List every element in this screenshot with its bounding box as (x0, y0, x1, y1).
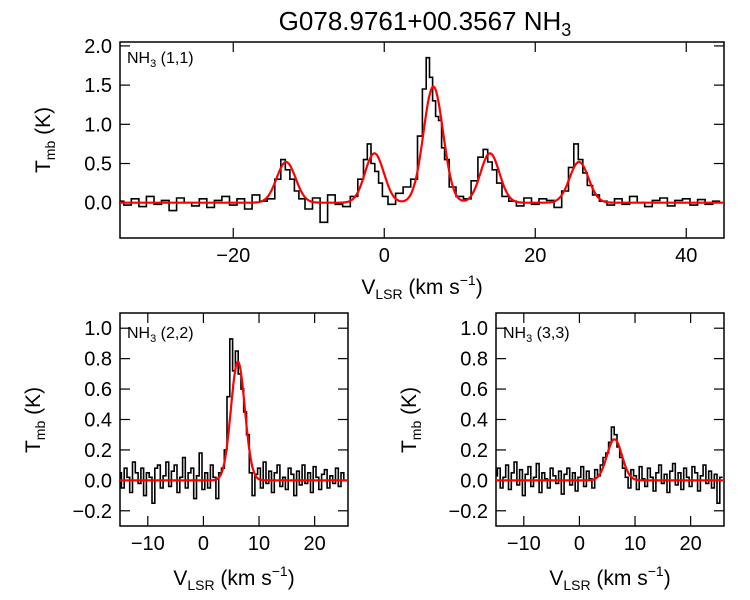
y-tick-label: 0.8 (84, 349, 112, 371)
x-tick-label: 10 (248, 533, 270, 555)
x-axis-title: VLSR (km s−1) (361, 272, 482, 302)
y-tick-label: −0.2 (73, 501, 112, 523)
x-tick-label: −10 (131, 533, 165, 555)
x-axis-title: VLSR (km s−1) (173, 563, 294, 593)
y-tick-label: 0.2 (84, 440, 112, 462)
y-tick-label: 0.4 (84, 410, 112, 432)
data-layer (120, 56, 724, 224)
gaussian-fit-line (120, 85, 724, 204)
tick-layer: −10 0 10 20 −0.2 0.0 0.2 0.4 0.6 0.8 1.0 (449, 313, 724, 555)
panel-label: NH3 (2,2) (127, 325, 194, 345)
gaussian-fit-line (496, 438, 724, 482)
panel-nh3-33: −10 0 10 20 −0.2 0.0 0.2 0.4 0.6 0.8 1.0 NH3 (3,3)… (398, 312, 725, 593)
y-tick-label: 0.6 (84, 379, 112, 401)
y-tick-label: 0.2 (460, 440, 488, 462)
x-axis-title: VLSR (km s−1) (549, 563, 670, 593)
panel-nh3-22: −10 0 10 20 −0.2 0.0 0.2 0.4 0.6 0.8 1.0 NH3 (2,2)… (22, 312, 349, 593)
x-tick-label: 20 (304, 533, 326, 555)
x-tick-label: 10 (624, 533, 646, 555)
y-tick-label: 2.0 (84, 36, 112, 58)
x-tick-label: −20 (216, 245, 250, 267)
observed-spectrum-line (120, 56, 721, 224)
observed-spectrum-line (496, 426, 723, 504)
y-tick-label: −0.2 (449, 501, 488, 523)
x-tick-label: 0 (198, 533, 209, 555)
gaussian-fit-line (120, 360, 348, 482)
x-tick-label: 40 (675, 245, 697, 267)
tick-layer: −20 0 20 40 0.0 0.5 1.0 1.5 2.0 (84, 36, 724, 267)
tick-layer: −10 0 10 20 −0.2 0.0 0.2 0.4 0.6 0.8 1.0 (73, 313, 348, 555)
observed-spectrum-line (120, 338, 347, 504)
panel-label: NH3 (1,1) (127, 50, 194, 70)
y-tick-label: 0.8 (460, 349, 488, 371)
y-axis-title: Tmb (K) (32, 107, 58, 173)
data-layer (496, 426, 724, 504)
y-tick-label: 0.4 (460, 410, 488, 432)
panel-label: NH3 (3,3) (503, 325, 570, 345)
y-tick-label: 1.0 (84, 318, 112, 340)
x-tick-label: −10 (507, 533, 541, 555)
panel-nh3-11: −20 0 20 40 0.0 0.5 1.0 1.5 2.0 NH3 (1,1) VLSR (… (32, 36, 725, 302)
y-tick-label: 0.5 (84, 154, 112, 176)
y-tick-label: 1.5 (84, 75, 112, 97)
x-tick-label: 0 (379, 245, 390, 267)
x-tick-label: 0 (574, 533, 585, 555)
y-tick-label: 0.0 (84, 470, 112, 492)
y-tick-label: 1.0 (84, 114, 112, 136)
y-tick-label: 0.0 (460, 470, 488, 492)
data-layer (120, 338, 348, 504)
y-tick-label: 0.0 (84, 193, 112, 215)
plot-frame (119, 41, 725, 239)
x-tick-label: 20 (524, 245, 546, 267)
y-axis-title: Tmb (K) (22, 387, 48, 453)
y-tick-label: 1.0 (460, 318, 488, 340)
y-tick-label: 0.6 (460, 379, 488, 401)
y-axis-title: Tmb (K) (398, 387, 424, 453)
x-tick-label: 20 (680, 533, 702, 555)
figure-title: G078.9761+00.3567 NH3 (279, 6, 572, 40)
